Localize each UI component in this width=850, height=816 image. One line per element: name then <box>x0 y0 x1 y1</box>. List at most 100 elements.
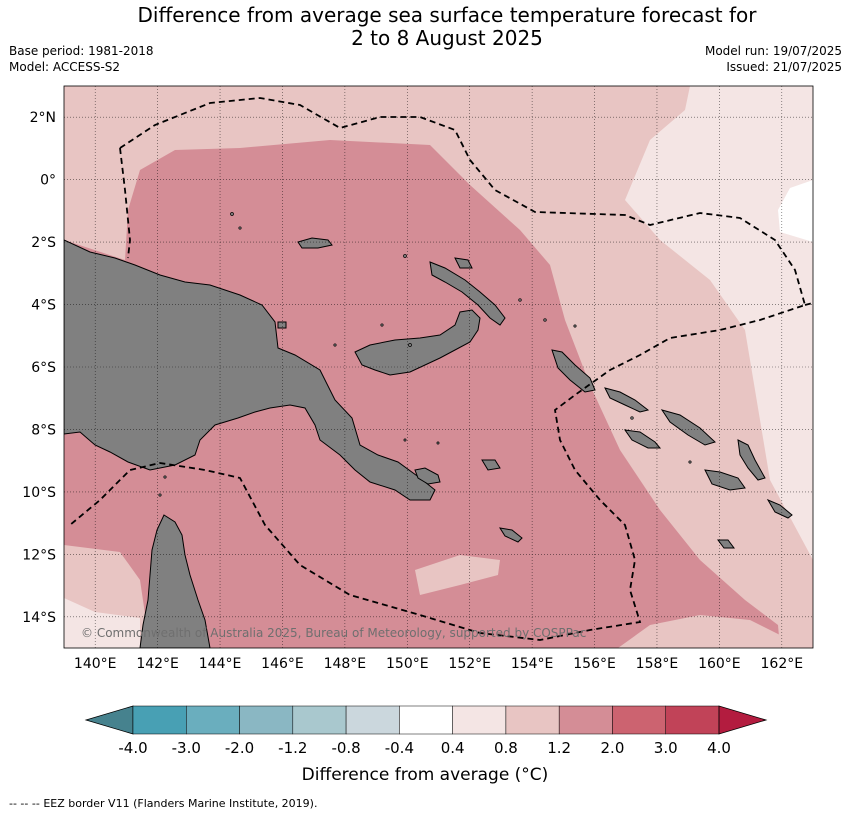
base-period: Base period: 1981-2018 <box>9 44 154 58</box>
latitude-tick-label: 2°S <box>31 235 56 251</box>
colorbar-bin <box>186 705 240 735</box>
eez-legend-text: EEZ border V11 (Flanders Marine Institut… <box>43 797 318 810</box>
eez-borders <box>69 97 813 641</box>
longitude-tick-label: 160°E <box>698 656 741 672</box>
dentrecasteaux-islands <box>414 467 441 485</box>
small-island <box>408 343 412 347</box>
new-guinea <box>64 239 436 501</box>
issued-date: Issued: 21/07/2025 <box>726 60 842 74</box>
colorbar-title: Difference from average (°C) <box>301 765 549 785</box>
small-island <box>238 226 242 230</box>
colorbar-tick-label: 0.8 <box>493 739 518 757</box>
longitude-tick-label: 162°E <box>761 656 804 672</box>
colorbar-tick-label: -4.0 <box>118 739 148 757</box>
colorbar-tick-label: 0.4 <box>440 739 465 757</box>
ontong-java-area <box>277 321 287 329</box>
colorbar-tick-label: 2.0 <box>600 739 625 757</box>
colorbar-tick-label: -2.0 <box>224 739 255 757</box>
title-line-1: Difference from average sea surface temp… <box>137 3 757 27</box>
colorbar-tick-label: -0.4 <box>384 739 414 757</box>
anomaly-zone-0-8-to-1-2-patch <box>618 615 785 648</box>
longitude-tick-label: 150°E <box>386 656 429 672</box>
latitude-tick-label: 2°N <box>30 110 56 126</box>
eez-legend-marker: -- -- -- <box>9 797 40 810</box>
new-britain <box>354 309 481 376</box>
colorbar <box>84 705 768 735</box>
new-ireland <box>429 261 506 326</box>
small-island <box>543 318 547 322</box>
small-island <box>163 475 167 479</box>
map-frame <box>63 85 814 649</box>
longitude-tick-label: 154°E <box>511 656 554 672</box>
small-island <box>630 416 634 420</box>
small-island <box>518 298 522 302</box>
new-hanover <box>454 257 473 269</box>
colorbar-bin <box>399 705 453 735</box>
malaita <box>737 439 766 481</box>
colorbar-tick-label: -3.0 <box>171 739 201 757</box>
right-metadata: Model run: 19/07/2025 Issued: 21/07/2025 <box>705 43 842 75</box>
map-plot-area <box>64 86 813 648</box>
colorbar-bin <box>612 705 666 735</box>
colorbar-extend-low <box>84 705 134 735</box>
new-georgia <box>623 429 662 449</box>
latitude-labels: 2°N 0° 2°S 4°S 6°S 8°S 10°S 12°S 14°S <box>22 110 56 626</box>
louisiade-islands <box>498 527 523 543</box>
graticule <box>64 86 813 648</box>
small-island <box>436 441 440 445</box>
longitude-tick-label: 156°E <box>573 656 616 672</box>
rossel-island <box>717 539 735 549</box>
anomaly-zone-0-4-to-0-8-east <box>625 86 813 560</box>
colorbar-tick-label: -1.2 <box>278 739 308 757</box>
longitude-tick-label: 148°E <box>324 656 367 672</box>
guadalcanal <box>704 469 746 491</box>
small-island <box>230 212 234 216</box>
small-island <box>333 343 337 347</box>
anomaly-zone-0-8-to-1-2-north <box>64 86 813 648</box>
colorbar-bin <box>132 705 187 735</box>
colorbar-bin <box>558 705 613 735</box>
title-line-2: 2 to 8 August 2025 <box>351 26 543 50</box>
colorbar-tick-label: 4.0 <box>707 739 731 757</box>
choiseul <box>604 387 650 413</box>
latitude-tick-label: 0° <box>40 173 56 189</box>
small-island <box>573 324 577 328</box>
small-island <box>403 438 407 442</box>
colorbar-extend-high <box>718 705 768 735</box>
bougainville <box>551 349 596 393</box>
manus-island <box>297 237 333 249</box>
san-cristobal <box>766 498 793 519</box>
trobriand-islands <box>481 459 501 471</box>
copyright-notice: © Commonwealth of Australia 2025, Bureau… <box>81 626 587 640</box>
longitude-tick-label: 158°E <box>636 656 679 672</box>
anomaly-zone-0-8-to-1-2-central <box>415 555 500 595</box>
latitude-tick-label: 6°S <box>31 360 56 376</box>
anomaly-zone-near-zero <box>778 180 813 242</box>
longitude-tick-label: 144°E <box>199 656 242 672</box>
colorbar-bin <box>505 705 560 735</box>
model-run: Model run: 19/07/2025 <box>704 44 842 58</box>
colorbar-bin <box>452 705 507 735</box>
longitude-labels: 140°E 142°E 144°E 146°E 148°E 150°E 152°E 154°E… <box>74 656 803 672</box>
map-title: Difference from average sea surface temp… <box>0 4 850 50</box>
longitude-tick-label: 146°E <box>261 656 304 672</box>
eez-border-east <box>804 302 813 306</box>
longitude-tick-label: 152°E <box>448 656 491 672</box>
colorbar-tick-label: 1.2 <box>547 739 572 757</box>
latitude-tick-label: 12°S <box>22 547 56 563</box>
latitude-tick-label: 14°S <box>22 610 56 626</box>
longitude-tick-label: 142°E <box>136 656 179 672</box>
colorbar-bin <box>292 705 347 735</box>
colorbar-bin <box>665 705 720 735</box>
colorbar-bin <box>239 705 294 735</box>
santa-isabel <box>660 409 716 446</box>
latitude-tick-label: 10°S <box>22 485 56 501</box>
eez-border-north-west <box>119 147 131 259</box>
longitude-tick-label: 140°E <box>74 656 117 672</box>
left-metadata: Base period: 1981-2018 Model: ACCESS-S2 <box>9 43 154 75</box>
colorbar-tick-label: -0.8 <box>331 739 361 757</box>
model-name: Model: ACCESS-S2 <box>9 60 121 74</box>
colorbar-bin <box>345 705 400 735</box>
anomaly-zone-0-4-to-0-8-southwest <box>64 598 140 648</box>
